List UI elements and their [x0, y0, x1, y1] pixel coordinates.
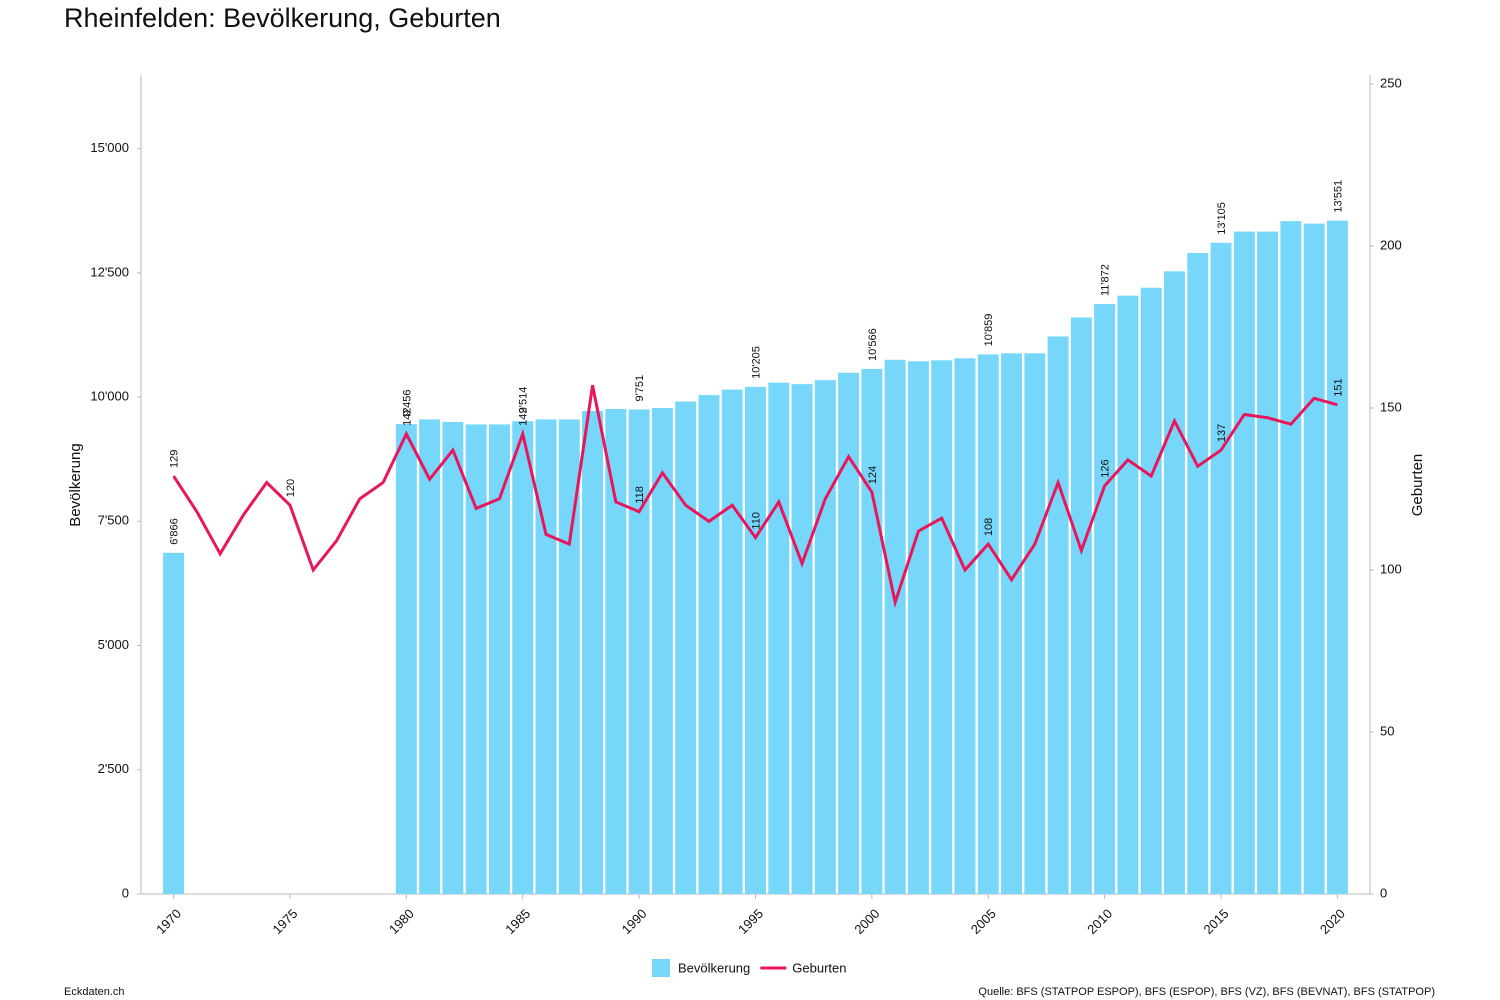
bar: [1257, 231, 1279, 894]
bar: [419, 419, 441, 894]
data-label: 10'566: [867, 328, 879, 361]
y-tick-label: 10'000: [90, 389, 129, 404]
data-label: 118: [634, 486, 646, 504]
bar: [512, 421, 534, 894]
y2-tick-label: 250: [1380, 75, 1402, 90]
bar: [884, 359, 906, 894]
x-tick-label: 1975: [269, 906, 300, 937]
y2-tick-label: 100: [1380, 561, 1402, 576]
bar: [1303, 223, 1325, 894]
y-tick-label: 0: [122, 885, 129, 900]
bar: [1070, 317, 1092, 894]
bar: [954, 358, 976, 894]
data-label: 6'866: [168, 518, 180, 545]
data-label: 9'456: [401, 390, 413, 417]
x-tick-label: 2015: [1201, 906, 1232, 937]
bar: [907, 361, 929, 894]
bar: [745, 386, 766, 894]
bar: [1210, 242, 1232, 894]
data-label: 126: [1100, 459, 1112, 477]
bar: [1047, 336, 1069, 894]
data-label: 120: [285, 479, 297, 497]
y2-tick-label: 50: [1380, 723, 1394, 738]
bar: [651, 408, 673, 894]
bar: [931, 360, 953, 895]
bar: [1233, 231, 1255, 894]
y2-tick-label: 150: [1380, 399, 1402, 414]
bar: [582, 410, 604, 894]
bar: [721, 389, 743, 894]
data-label: 124: [867, 466, 879, 484]
x-tick-label: 1995: [735, 906, 766, 937]
bar: [814, 380, 836, 895]
bar: [442, 421, 464, 894]
data-label: 137: [1216, 424, 1228, 442]
bar: [163, 552, 185, 894]
bar: [838, 372, 860, 895]
legend-label: Geburten: [792, 960, 846, 975]
y2-tick-label: 200: [1380, 237, 1402, 252]
x-tick-label: 2010: [1084, 906, 1115, 937]
bar: [977, 354, 999, 894]
bar: [1164, 271, 1185, 894]
bar: [1001, 353, 1023, 895]
x-tick-label: 1970: [153, 906, 184, 937]
bar: [791, 384, 813, 894]
data-label: 142: [518, 408, 530, 426]
footer-right: Quelle: BFS (STATPOP ESPOP), BFS (ESPOP)…: [978, 986, 1435, 998]
data-label: 110: [750, 512, 762, 530]
x-tick-label: 1985: [502, 906, 533, 937]
data-label: 129: [168, 450, 180, 468]
data-label: 9'514: [518, 387, 530, 414]
x-tick-label: 2005: [968, 906, 999, 937]
bar: [465, 424, 487, 894]
line: [172, 385, 1338, 609]
data-label: 142: [401, 408, 413, 426]
bar: [628, 409, 650, 894]
y-axis-title: Bevölkerung: [67, 443, 84, 526]
footer-left: Eckdaten.ch: [64, 986, 125, 998]
bar: [605, 408, 627, 894]
data-label: 10'859: [983, 314, 995, 347]
data-label: 10'205: [750, 346, 762, 379]
bar: [1117, 295, 1139, 894]
y-tick-label: 15'000: [90, 140, 129, 155]
y-tick-label: 5'000: [98, 637, 129, 652]
bar: [558, 419, 580, 894]
x-tick-label: 2000: [851, 906, 882, 937]
y-tick-label: 2'500: [98, 761, 129, 776]
bar: [861, 368, 883, 894]
y-tick-label: 7'500: [98, 513, 129, 528]
data-label: 9'751: [634, 375, 646, 402]
bar: [675, 401, 697, 894]
bar: [395, 424, 417, 894]
data-label: 11'872: [1100, 264, 1112, 296]
bar: [1094, 304, 1116, 894]
y2-axis-title: Geburten: [1409, 454, 1426, 517]
chart-title: Rheinfelden: Bevölkerung, Geburten: [64, 3, 501, 33]
bar: [535, 419, 557, 894]
bar: [1187, 252, 1209, 895]
bar: [698, 395, 720, 894]
legend-label: Bevölkerung: [678, 960, 750, 975]
data-label: 108: [983, 518, 995, 536]
bar: [1024, 353, 1046, 895]
data-label: 151: [1332, 378, 1344, 396]
x-tick-label: 1980: [386, 906, 417, 937]
data-label: 13'551: [1332, 180, 1344, 213]
x-tick-label: 1990: [619, 906, 650, 937]
bar: [768, 382, 790, 894]
x-tick-label: 2020: [1317, 906, 1348, 937]
bar: [488, 424, 510, 894]
y2-tick-label: 0: [1380, 885, 1387, 900]
data-label: 13'105: [1216, 202, 1228, 235]
bar: [1280, 221, 1302, 894]
y-tick-label: 12'500: [90, 264, 129, 279]
bar: [1140, 287, 1162, 895]
bar: [1326, 220, 1348, 894]
legend-swatch: [652, 959, 670, 977]
